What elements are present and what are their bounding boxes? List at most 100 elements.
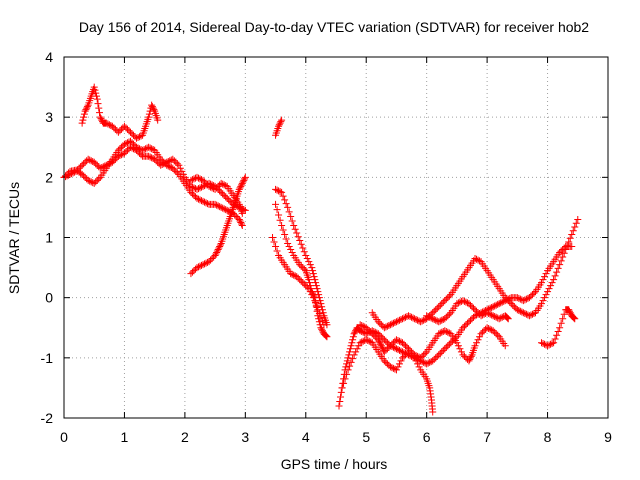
- data-point: [388, 320, 396, 328]
- data-point: [376, 339, 384, 347]
- data-point: [216, 187, 224, 195]
- data-point: [367, 328, 375, 336]
- data-point: [146, 153, 154, 161]
- y-axis-label: SDTVAR / TECUs: [6, 182, 22, 294]
- data-point: [383, 345, 391, 353]
- data-point: [196, 262, 204, 270]
- data-point: [116, 145, 124, 153]
- data-point: [166, 163, 174, 171]
- data-point: [288, 249, 296, 257]
- data-point: [358, 328, 366, 336]
- data-point: [96, 113, 104, 121]
- data-point: [158, 157, 166, 165]
- data-point: [117, 151, 125, 159]
- data-point: [392, 366, 400, 374]
- data-point: [214, 202, 222, 210]
- data-point: [308, 264, 316, 272]
- data-point: [359, 322, 367, 330]
- data-point: [494, 300, 502, 308]
- data-point: [547, 340, 555, 348]
- data-point: [193, 194, 201, 202]
- data-point: [400, 352, 408, 360]
- data-point: [318, 325, 326, 333]
- data-point: [201, 178, 209, 186]
- data-point: [219, 190, 227, 198]
- data-point: [219, 204, 227, 212]
- data-point: [152, 157, 160, 165]
- data-point: [435, 303, 443, 311]
- data-point: [284, 203, 292, 211]
- series-track-h: [272, 185, 331, 329]
- data-point: [120, 122, 128, 130]
- data-point: [433, 304, 441, 312]
- data-point: [466, 316, 474, 324]
- data-point: [81, 173, 89, 181]
- data-point: [571, 315, 579, 323]
- data-point: [236, 184, 244, 192]
- data-point: [193, 185, 201, 193]
- data-point: [445, 310, 453, 318]
- data-point: [140, 146, 148, 154]
- data-point: [173, 169, 181, 177]
- data-point: [83, 104, 91, 112]
- data-point: [86, 177, 94, 185]
- data-point: [338, 384, 346, 392]
- series-track-b: [60, 137, 246, 229]
- data-point: [150, 106, 158, 114]
- data-point: [497, 299, 505, 307]
- data-point: [382, 358, 390, 366]
- data-point: [516, 295, 524, 303]
- data-point: [65, 169, 73, 177]
- data-point: [495, 315, 503, 323]
- data-point: [187, 182, 195, 190]
- data-point: [309, 267, 317, 275]
- data-point: [392, 336, 400, 344]
- data-point: [213, 184, 221, 192]
- data-point: [188, 183, 196, 191]
- data-point: [350, 351, 358, 359]
- data-point: [495, 300, 503, 308]
- data-point: [471, 306, 479, 314]
- data-point: [314, 306, 322, 314]
- data-point: [193, 173, 201, 181]
- data-point: [95, 175, 103, 183]
- data-point: [444, 294, 452, 302]
- data-point: [238, 181, 246, 189]
- data-point: [466, 301, 474, 309]
- data-point: [270, 238, 278, 246]
- data-point: [300, 265, 308, 273]
- data-point: [213, 201, 221, 209]
- data-point: [485, 325, 493, 333]
- data-point: [309, 270, 317, 278]
- data-point: [122, 148, 130, 156]
- data-point: [378, 343, 386, 351]
- data-point: [445, 340, 453, 348]
- data-point: [294, 274, 302, 282]
- data-point: [394, 317, 402, 325]
- data-point: [388, 364, 396, 372]
- data-point: [204, 200, 212, 208]
- data-point: [386, 363, 394, 371]
- data-point: [554, 328, 562, 336]
- data-point: [444, 342, 452, 350]
- data-point: [556, 249, 564, 257]
- data-point: [297, 262, 305, 270]
- data-point: [117, 143, 125, 151]
- data-point: [456, 345, 464, 353]
- data-point: [349, 355, 357, 363]
- data-point: [194, 174, 202, 182]
- data-point: [382, 346, 390, 354]
- x-tick-label: 4: [302, 429, 310, 445]
- data-point: [538, 339, 546, 347]
- data-point: [405, 345, 413, 353]
- data-point: [473, 339, 481, 347]
- data-point: [513, 306, 521, 314]
- data-point: [486, 325, 494, 333]
- data-point: [211, 185, 219, 193]
- data-point: [173, 160, 181, 168]
- data-point: [128, 130, 136, 138]
- data-point: [395, 337, 403, 345]
- data-point: [442, 313, 450, 321]
- data-point: [220, 181, 228, 189]
- data-point: [217, 179, 225, 187]
